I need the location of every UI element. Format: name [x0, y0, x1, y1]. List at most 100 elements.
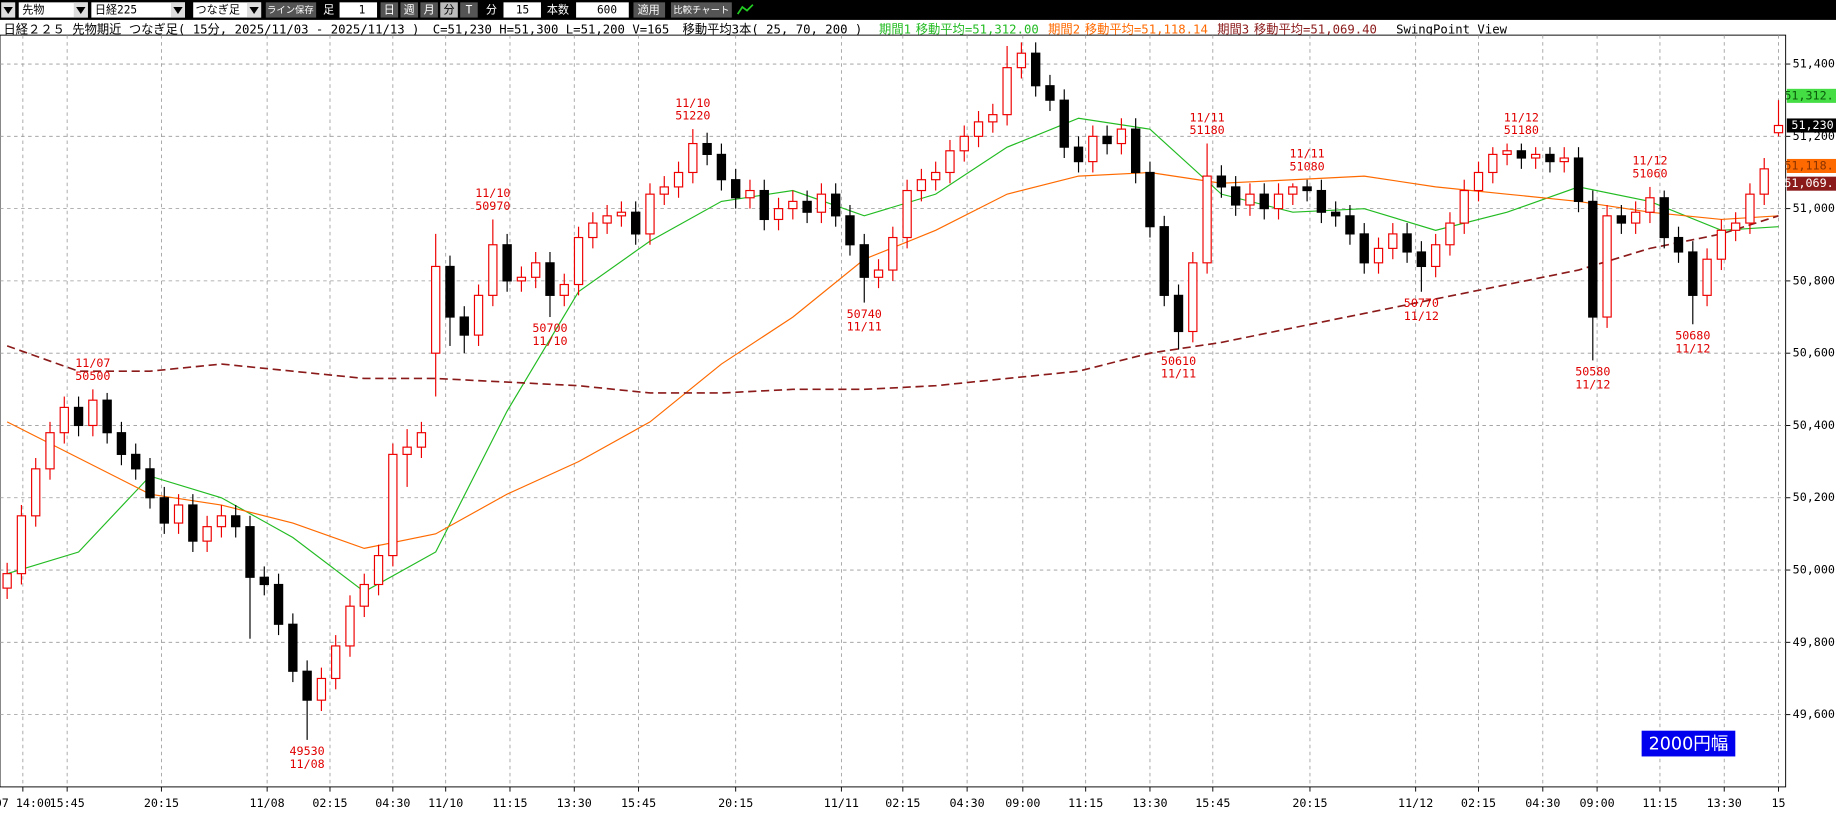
candle-body: [388, 453, 398, 557]
candle-body: [159, 497, 169, 524]
candle-body: [1630, 211, 1641, 224]
candle-body: [745, 189, 755, 199]
candle-body: [1059, 99, 1069, 148]
count-input[interactable]: 600: [576, 2, 629, 18]
swing-price: 50700: [532, 321, 567, 335]
count-label: 本数: [547, 3, 569, 17]
menu-button[interactable]: [1, 2, 16, 18]
candle-body: [116, 432, 127, 455]
period-button[interactable]: T: [460, 2, 478, 18]
candle-body: [1745, 193, 1755, 224]
input-value: 1: [359, 4, 366, 17]
candle-body: [231, 515, 241, 528]
candle-body: [1516, 150, 1527, 159]
candle-body: [702, 142, 712, 155]
price-tag-label: 51,069.: [1784, 176, 1833, 190]
x-tick-label: 15:45: [1195, 796, 1230, 810]
candle-body: [173, 504, 184, 524]
save-line-button[interactable]: ライン保存: [265, 2, 317, 18]
market-select[interactable]: 先物: [18, 2, 88, 18]
legend: 期間1 移動平均=51,312.00 期間2 移動平均=51,118.14 期間3 移動平…: [879, 22, 1377, 36]
candle-body: [1616, 215, 1627, 224]
swing-price: 50580: [1575, 365, 1610, 379]
compare-button[interactable]: 比較チャート: [670, 2, 732, 18]
icon-line: [736, 4, 754, 15]
candle-body: [1045, 85, 1055, 101]
swing-price: 50610: [1161, 354, 1196, 368]
arrow-icon: [76, 7, 86, 15]
swing-price: 50740: [847, 307, 882, 321]
market: 先物: [22, 3, 44, 17]
swing-price: 51220: [675, 109, 710, 123]
candle-body: [859, 244, 869, 278]
candle-body: [1073, 146, 1084, 163]
candle-body: [1259, 193, 1269, 210]
candle-body: [459, 316, 469, 336]
button-label: 分: [443, 4, 454, 17]
y-tick-label: 51,000: [1793, 201, 1835, 215]
candle-body: [1273, 193, 1284, 210]
candle-body: [1016, 52, 1027, 69]
candle-body: [673, 171, 684, 188]
x-tick-label: 11/10: [428, 796, 463, 810]
apply-button[interactable]: 適用: [633, 2, 666, 18]
button-box: [380, 2, 399, 18]
index-select[interactable]: 日経225: [91, 2, 186, 18]
candle-body: [1088, 135, 1098, 163]
chart-kind-select[interactable]: つなぎ足: [193, 2, 262, 18]
period-button[interactable]: 週: [400, 2, 419, 18]
period-button[interactable]: 日: [380, 2, 399, 18]
button-box: [670, 2, 732, 18]
button-label: 日: [384, 4, 395, 17]
candle-body: [1673, 236, 1684, 253]
x-tick-label: 04:30: [950, 796, 985, 810]
x-tick-label: 02:15: [885, 796, 920, 810]
swing-price: 51060: [1632, 167, 1667, 181]
swing-price: 50500: [75, 369, 110, 383]
button-label: 比較チャート: [673, 4, 729, 16]
period-button[interactable]: 分: [440, 2, 458, 18]
candle-body: [831, 193, 841, 217]
candle-body: [431, 265, 441, 354]
candle-body: [1230, 186, 1241, 206]
candle-body: [545, 262, 555, 296]
swing-date: 11/11: [1290, 146, 1325, 160]
chart-icon[interactable]: [736, 4, 754, 15]
candle-body: [131, 453, 141, 470]
bar-count-input[interactable]: 1: [339, 2, 378, 18]
ohlcv: C=51,230 H=51,300 L=51,200 V=165: [433, 22, 670, 36]
range-note-box: 2000円幅: [1641, 730, 1736, 757]
candle-body: [31, 468, 41, 517]
candle-body: [73, 406, 84, 427]
candle-body: [516, 276, 527, 282]
candle-body: [1216, 175, 1227, 188]
candle-body: [2, 573, 12, 589]
candle-body: [502, 244, 512, 282]
candle-body: [1302, 186, 1312, 192]
chart-kind: つなぎ足: [196, 3, 240, 17]
x-tick-label: 13:30: [557, 796, 592, 810]
x-tick-label: 15: [1771, 796, 1785, 810]
y-tick-label: 50,000: [1793, 563, 1835, 577]
candle-body: [1388, 233, 1398, 249]
swing-date: 11/11: [847, 320, 882, 334]
swing-date: 11/12: [1675, 341, 1710, 355]
swing-date: 11/12: [1575, 378, 1610, 392]
candle-body: [1559, 157, 1569, 163]
period-button[interactable]: 月: [420, 2, 438, 18]
x-tick-label: 07 14:00: [0, 796, 51, 810]
candle-body: [1330, 211, 1341, 217]
range-note: 2000円幅: [1649, 735, 1729, 755]
legend-name: 期間2: [1048, 22, 1080, 36]
candle-body: [302, 670, 312, 701]
arrow-icon: [3, 7, 13, 15]
candle-body: [1473, 171, 1484, 192]
candle-body: [802, 200, 812, 213]
candle-body: [1730, 222, 1741, 231]
swing-price: 51180: [1504, 123, 1539, 137]
input-value: 15: [516, 4, 529, 17]
candle-body: [973, 121, 984, 137]
interval-input[interactable]: 15: [503, 2, 541, 18]
